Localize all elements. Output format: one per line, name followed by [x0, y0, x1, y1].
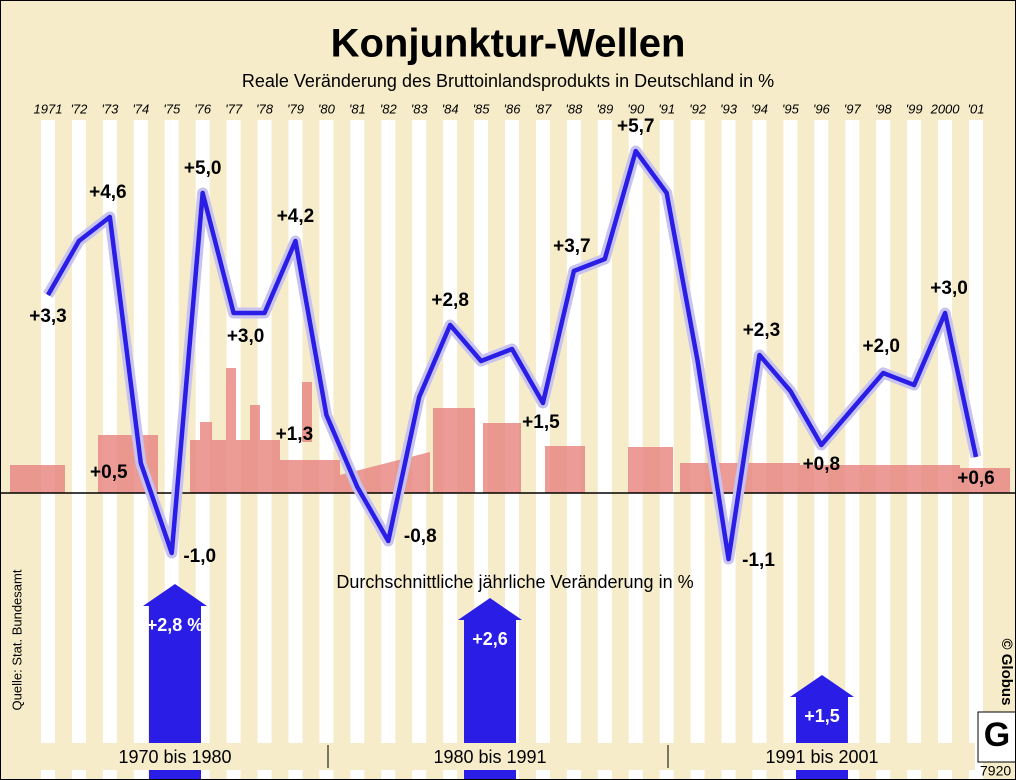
average-title: Durchschnittliche jährliche Veränderung …: [336, 572, 693, 592]
x-tick-label: '87: [534, 101, 552, 116]
value-label: +0,8: [803, 454, 841, 475]
value-label: +0,5: [90, 462, 128, 483]
x-tick-label: '91: [658, 101, 675, 116]
value-label: +3,3: [29, 306, 67, 327]
average-arrow: [143, 584, 207, 606]
value-label: +2,6: [472, 629, 508, 649]
year-stripe: [535, 120, 550, 780]
period-label: 1991 bis 2001: [765, 747, 878, 767]
average-arrow: [790, 675, 854, 697]
average-arrow: [458, 598, 522, 620]
x-tick-label: 1971: [34, 101, 63, 116]
value-label: +2,0: [862, 336, 900, 357]
value-label: +1,5: [522, 412, 560, 433]
x-tick-label: '77: [225, 101, 243, 116]
x-tick-label: '80: [318, 101, 336, 116]
value-label: +3,0: [227, 326, 265, 347]
x-tick-label: '81: [349, 101, 366, 116]
value-label: +1,5: [804, 706, 840, 726]
value-label: +5,7: [617, 116, 655, 137]
x-tick-label: '79: [287, 101, 304, 116]
x-tick-label: '98: [875, 101, 893, 116]
source: Quelle: Stat. Bundesamt: [9, 569, 24, 710]
year-stripe: [412, 120, 427, 780]
x-tick-label: '83: [411, 101, 429, 116]
logo-box: [977, 711, 1016, 763]
x-tick-label: '78: [256, 101, 274, 116]
line: [46, 148, 979, 562]
year-stripe: [907, 120, 922, 780]
x-tick-label: '82: [380, 101, 398, 116]
x-tick-label: '93: [720, 101, 738, 116]
year-stripe: [876, 120, 891, 780]
period-label: 1970 bis 1980: [118, 747, 231, 767]
value-label: -0,8: [404, 526, 437, 547]
x-tick-label: '88: [565, 101, 583, 116]
credit: © Globus: [998, 639, 1015, 706]
value-label: +4,6: [89, 182, 127, 203]
year-stripe: [938, 120, 953, 780]
code: 7920: [980, 763, 1011, 779]
x-tick-label: '73: [101, 101, 119, 116]
period-strip: [0, 743, 975, 770]
value-label: +3,7: [553, 236, 591, 257]
x-tick-label: '72: [70, 101, 88, 116]
x-tick-label: '01: [968, 101, 985, 116]
year-stripe: [721, 120, 736, 780]
value-label: +4,2: [277, 206, 315, 227]
value-label: +5,0: [184, 158, 222, 179]
x-tick-label: '95: [782, 101, 800, 116]
year-stripe: [752, 120, 767, 780]
period-label: 1980 bis 1991: [433, 747, 546, 767]
x-tick-label: '97: [844, 101, 862, 116]
year-stripe: [845, 120, 860, 780]
x-tick-label: '90: [627, 101, 645, 116]
x-tick-label: '96: [813, 101, 831, 116]
x-tick-label: '94: [751, 101, 768, 116]
x-tick-label: '84: [442, 101, 459, 116]
x-tick-label: '86: [504, 101, 522, 116]
value-label: +0,6: [957, 468, 995, 489]
value-label: -1,1: [742, 550, 775, 571]
x-tick-label: '76: [194, 101, 212, 116]
value-label: +2,8: [431, 290, 469, 311]
year-stripe: [381, 120, 396, 780]
year-stripe: [350, 120, 365, 780]
chart-subtitle: Reale Veränderung des Bruttoinlandsprodu…: [242, 71, 774, 91]
year-stripe: [41, 120, 55, 780]
x-tick-label: '85: [473, 101, 491, 116]
x-tick-label: 2000: [930, 101, 961, 116]
value-label: +2,3: [743, 320, 781, 341]
year-stripe: [597, 120, 612, 780]
year-stripe: [319, 120, 334, 780]
value-label: +1,3: [276, 424, 314, 445]
year-stripe: [690, 120, 705, 780]
x-tick-label: '99: [906, 101, 923, 116]
value-label: +2,8 %: [147, 615, 204, 635]
value-label: -1,0: [183, 546, 216, 567]
year-stripe: [71, 120, 86, 780]
x-tick-label: '74: [132, 101, 149, 116]
value-label: +3,0: [930, 278, 968, 299]
x-tick-label: '75: [163, 101, 181, 116]
chart-title: Konjunktur-Wellen: [331, 22, 686, 66]
x-tick-label: '92: [689, 101, 707, 116]
x-tick-label: '89: [596, 101, 613, 116]
year-stripe: [783, 120, 798, 780]
logo: G: [984, 716, 1010, 754]
